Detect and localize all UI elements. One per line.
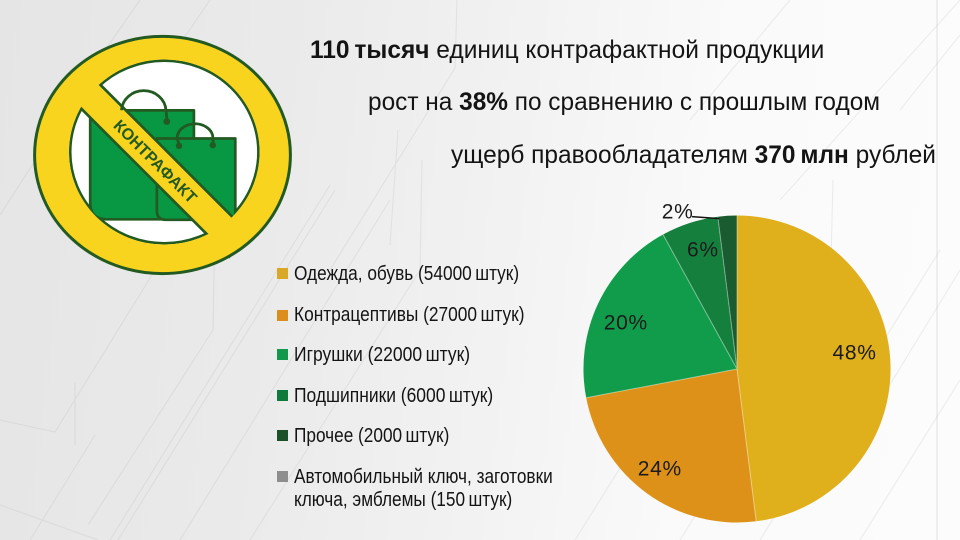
svg-text:20%: 20% [604, 311, 648, 334]
svg-text:48%: 48% [833, 341, 877, 364]
svg-text:2%: 2% [662, 200, 694, 223]
svg-text:24%: 24% [638, 458, 682, 481]
svg-text:6%: 6% [687, 239, 719, 262]
